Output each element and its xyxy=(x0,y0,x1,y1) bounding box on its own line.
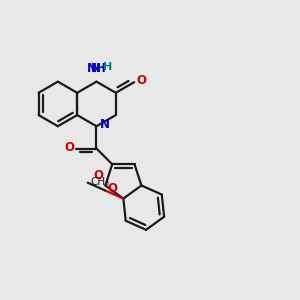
Text: O: O xyxy=(107,182,117,195)
Text: O: O xyxy=(136,74,146,87)
Text: H: H xyxy=(103,62,112,72)
Text: NH: NH xyxy=(86,62,106,75)
Text: O: O xyxy=(64,140,74,154)
Text: N: N xyxy=(100,118,110,131)
Text: N: N xyxy=(91,62,100,75)
Text: O: O xyxy=(94,169,104,182)
Text: CH₃: CH₃ xyxy=(91,177,110,187)
